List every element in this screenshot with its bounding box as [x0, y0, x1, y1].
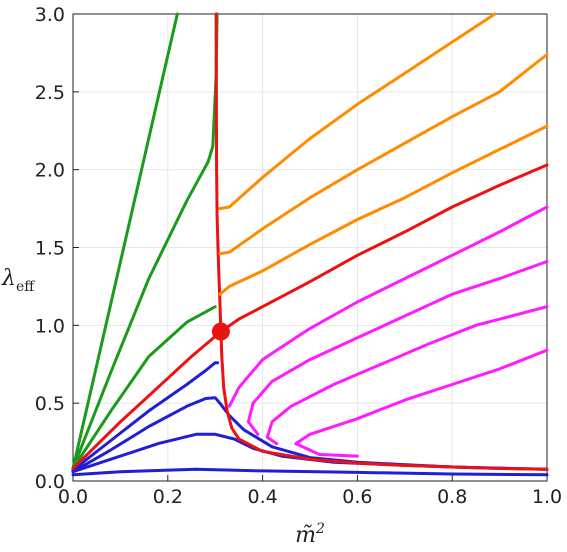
y-tick-label: 0.5 [35, 393, 65, 415]
marker-group [211, 322, 230, 341]
x-tick-label: 1.0 [532, 486, 562, 508]
x-tick-label: 0.2 [153, 486, 183, 508]
series-line-orange-10 [218, 53, 549, 256]
series-line-red-8 [71, 163, 549, 470]
y-tick-label: 3.0 [35, 4, 65, 26]
x-tick-label: 0.4 [247, 486, 277, 508]
grid [72, 13, 548, 482]
x-axis-label-sup: 2 [315, 521, 325, 537]
series-line-blue-6 [71, 361, 220, 472]
series-line-green-0 [71, 12, 179, 470]
series-line-blue-3 [71, 467, 549, 477]
series-line-green-2 [71, 305, 217, 470]
y-tick-label: 2.0 [35, 160, 65, 182]
x-tick-label: 0.0 [58, 486, 88, 508]
y-axis-label-main: λ [1, 266, 16, 291]
series-line-red-7 [214, 12, 549, 471]
critical-point-marker [211, 322, 230, 341]
series-line-magenta-14 [265, 305, 549, 446]
series-line-orange-11 [218, 12, 497, 211]
x-tick-label: 0.8 [437, 486, 467, 508]
ticks: 0.0 0.2 0.4 0.6 0.8 1.0 0.0 0.5 1.0 1.5 2.0 2.5 3.0 [35, 4, 562, 508]
y-axis-label-sub: eff [16, 279, 35, 295]
series-line-magenta-13 [246, 260, 549, 436]
x-axis-label: m̃2 [295, 521, 325, 548]
x-tick-label: 0.6 [342, 486, 372, 508]
x-axis-label-main: m̃ [295, 523, 316, 548]
y-axis-label: λeff [1, 266, 35, 295]
series-line-magenta-15 [294, 348, 549, 458]
y-tick-label: 2.5 [35, 82, 65, 104]
series-group [71, 12, 549, 477]
y-tick-label: 0.0 [35, 471, 65, 493]
y-tick-label: 1.0 [35, 315, 65, 337]
series-line-orange-9 [218, 124, 549, 296]
y-tick-label: 1.5 [35, 238, 65, 260]
series-line-magenta-12 [227, 205, 549, 408]
